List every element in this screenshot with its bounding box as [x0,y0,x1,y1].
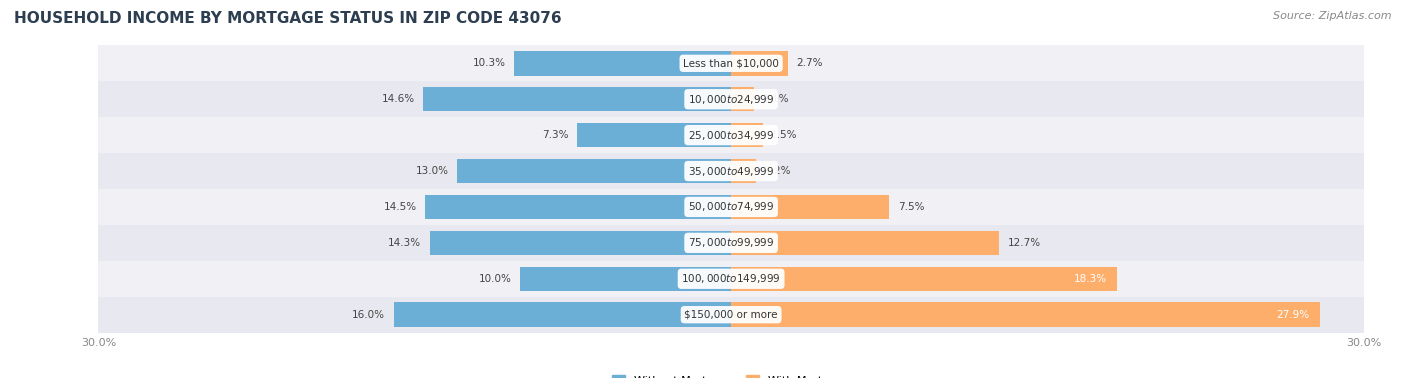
Text: Source: ZipAtlas.com: Source: ZipAtlas.com [1274,11,1392,21]
Text: $10,000 to $24,999: $10,000 to $24,999 [688,93,775,106]
Bar [98,297,1364,333]
Text: 1.2%: 1.2% [765,166,792,176]
Bar [457,159,731,183]
Text: 14.6%: 14.6% [381,94,415,104]
Bar [98,225,1364,261]
Bar [98,261,1364,297]
Text: 27.9%: 27.9% [1275,310,1309,320]
Bar [731,302,1319,327]
Bar [731,266,1116,291]
Text: 18.3%: 18.3% [1073,274,1107,284]
Text: $50,000 to $74,999: $50,000 to $74,999 [688,200,775,214]
Bar [429,231,731,255]
Bar [731,123,762,147]
Bar [731,51,787,76]
Bar [513,51,731,76]
Text: 10.0%: 10.0% [479,274,512,284]
Text: 1.5%: 1.5% [770,130,797,140]
Text: 2.7%: 2.7% [796,58,823,68]
Bar [576,123,731,147]
Text: $25,000 to $34,999: $25,000 to $34,999 [688,129,775,142]
Text: 16.0%: 16.0% [353,310,385,320]
Text: 7.3%: 7.3% [543,130,568,140]
Text: $150,000 or more: $150,000 or more [685,310,778,320]
Text: Less than $10,000: Less than $10,000 [683,58,779,68]
Text: 14.5%: 14.5% [384,202,416,212]
Bar [98,117,1364,153]
Bar [425,195,731,219]
Text: 12.7%: 12.7% [1007,238,1040,248]
Legend: Without Mortgage, With Mortgage: Without Mortgage, With Mortgage [607,371,855,378]
Text: $35,000 to $49,999: $35,000 to $49,999 [688,164,775,178]
Text: $75,000 to $99,999: $75,000 to $99,999 [688,236,775,249]
Bar [731,231,998,255]
Text: 10.3%: 10.3% [472,58,505,68]
Bar [731,195,889,219]
Bar [98,189,1364,225]
Text: 14.3%: 14.3% [388,238,420,248]
Bar [731,159,756,183]
Bar [394,302,731,327]
Text: 7.5%: 7.5% [897,202,924,212]
Bar [98,153,1364,189]
Bar [520,266,731,291]
Text: 13.0%: 13.0% [416,166,449,176]
Text: 1.1%: 1.1% [762,94,789,104]
Bar [98,45,1364,81]
Text: HOUSEHOLD INCOME BY MORTGAGE STATUS IN ZIP CODE 43076: HOUSEHOLD INCOME BY MORTGAGE STATUS IN Z… [14,11,561,26]
Bar [423,87,731,112]
Bar [98,81,1364,117]
Text: $100,000 to $149,999: $100,000 to $149,999 [682,272,780,285]
Bar [731,87,754,112]
